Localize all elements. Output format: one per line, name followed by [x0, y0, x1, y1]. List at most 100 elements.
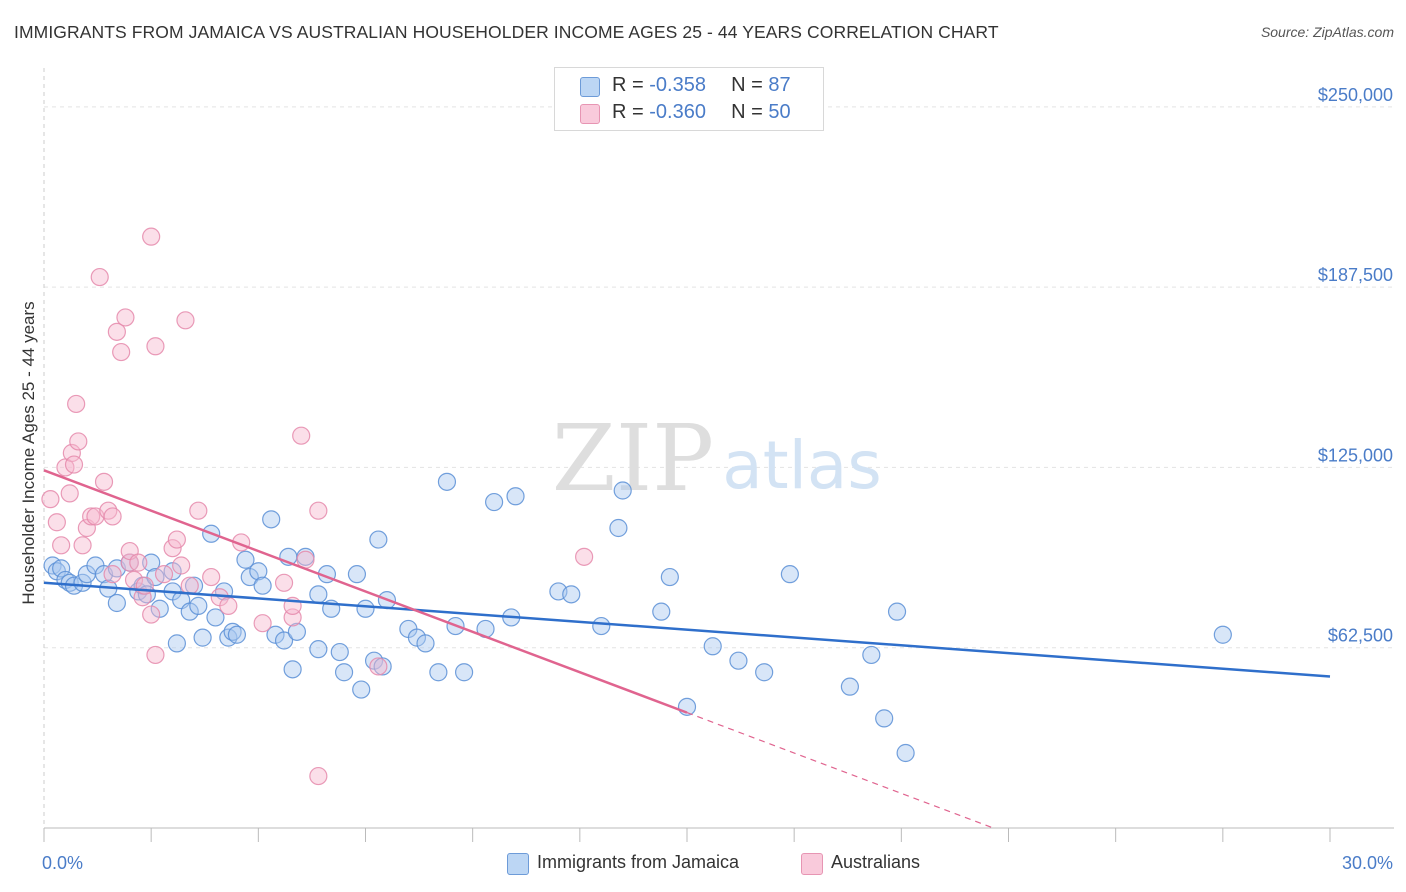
data-point [90, 267, 109, 287]
data-point [146, 337, 165, 356]
data-point [172, 556, 191, 575]
data-point [309, 585, 328, 604]
data-point [274, 573, 294, 592]
data-point [703, 637, 722, 656]
y-axis-label: Householder Income Ages 25 - 44 years [19, 301, 38, 604]
data-point [309, 501, 328, 520]
y-tick-label: $62,500 [1328, 626, 1393, 646]
bottom-legend-label-australians: Australians [831, 852, 921, 872]
stats-legend: R = -0.358 N = 87 R = -0.360 N = 50 [554, 67, 824, 131]
data-point [875, 709, 894, 728]
data-point [202, 567, 221, 587]
legend-r-value: -0.360 [649, 101, 706, 123]
data-point [103, 507, 122, 526]
data-point [652, 602, 671, 621]
watermark: ZIP atlas [552, 405, 882, 512]
data-point [485, 492, 504, 512]
data-point [69, 432, 88, 451]
series-jamaica-points [43, 472, 1232, 763]
data-point [154, 565, 174, 584]
data-point [262, 510, 281, 529]
data-point [292, 426, 311, 445]
legend-row-jamaica: R = -0.358 N = 87 [555, 74, 823, 100]
legend-n-value: 87 [768, 74, 791, 96]
legend-swatch-australians [580, 104, 600, 124]
data-point [146, 645, 165, 665]
data-point [73, 536, 92, 555]
data-point [592, 616, 611, 636]
x-tick-label: 0.0% [42, 853, 83, 873]
data-point [227, 625, 246, 644]
bottom-legend-swatch-australians [801, 853, 823, 875]
data-point [142, 605, 161, 624]
data-point [575, 547, 594, 566]
legend-row-australians: R = -0.360 N = 50 [555, 101, 823, 127]
data-point [369, 657, 388, 676]
bottom-legend-jamaica: Immigrants from Jamaica [507, 852, 787, 876]
data-point [309, 640, 328, 659]
data-point [352, 680, 371, 699]
data-point [94, 472, 114, 491]
data-point [82, 507, 101, 526]
data-point [64, 455, 84, 474]
y-tick-label: $187,500 [1318, 265, 1393, 285]
legend-stats-australians: R = -0.360 N = 50 [612, 101, 791, 124]
data-point [167, 530, 186, 549]
data-point [167, 634, 186, 653]
data-point [660, 567, 679, 587]
data-point [287, 622, 307, 641]
data-point [133, 588, 152, 607]
data-point [562, 585, 581, 604]
data-point [52, 536, 71, 555]
bottom-legend-label-jamaica: Immigrants from Jamaica [537, 852, 740, 872]
data-point [356, 599, 375, 618]
trend-line [43, 581, 1331, 678]
data-point [67, 394, 86, 414]
data-point [253, 614, 272, 633]
data-point [129, 553, 148, 572]
data-point [107, 593, 126, 613]
data-point [62, 443, 81, 463]
data-point [41, 490, 60, 509]
data-point [60, 484, 79, 503]
data-point [613, 481, 632, 500]
data-point [347, 565, 367, 584]
data-point [189, 501, 208, 520]
watermark-zip: ZIP [552, 405, 714, 512]
data-point [219, 596, 238, 615]
data-point [206, 608, 225, 627]
y-tick-label: $125,000 [1318, 445, 1393, 465]
legend-n-value: 50 [768, 101, 791, 123]
data-point [437, 472, 457, 491]
chart-title: IMMIGRANTS FROM JAMAICA VS AUSTRALIAN HO… [14, 22, 999, 42]
data-point [729, 651, 748, 670]
trend-line-extension [686, 712, 994, 829]
legend-n-label: N = [731, 101, 763, 123]
data-point [1213, 625, 1232, 644]
data-point [163, 539, 182, 558]
data-point [862, 645, 881, 665]
data-point [107, 322, 126, 341]
data-point [103, 565, 122, 584]
axes [43, 68, 1394, 842]
data-point [176, 311, 195, 330]
data-point [755, 663, 774, 682]
source-label: Source: ZipAtlas.com [1260, 24, 1394, 40]
trend-line [43, 469, 688, 714]
legend-r-label: R = [612, 74, 644, 96]
data-point [429, 663, 448, 682]
data-point [142, 227, 161, 246]
x-tick-label: 30.0% [1342, 853, 1393, 873]
data-point [373, 657, 392, 676]
legend-stats-jamaica: R = -0.358 N = 87 [612, 74, 791, 97]
data-point [330, 642, 349, 662]
axis-labels: $62,500 $125,000 $187,500 $250,000 0.0% 30.0%… [19, 85, 1393, 873]
data-point [609, 518, 628, 538]
data-point [112, 342, 131, 362]
data-point [236, 550, 255, 569]
data-point [274, 631, 294, 650]
data-point [416, 634, 435, 653]
y-tick-label: $250,000 [1318, 85, 1393, 105]
trend-lines [43, 469, 1331, 829]
